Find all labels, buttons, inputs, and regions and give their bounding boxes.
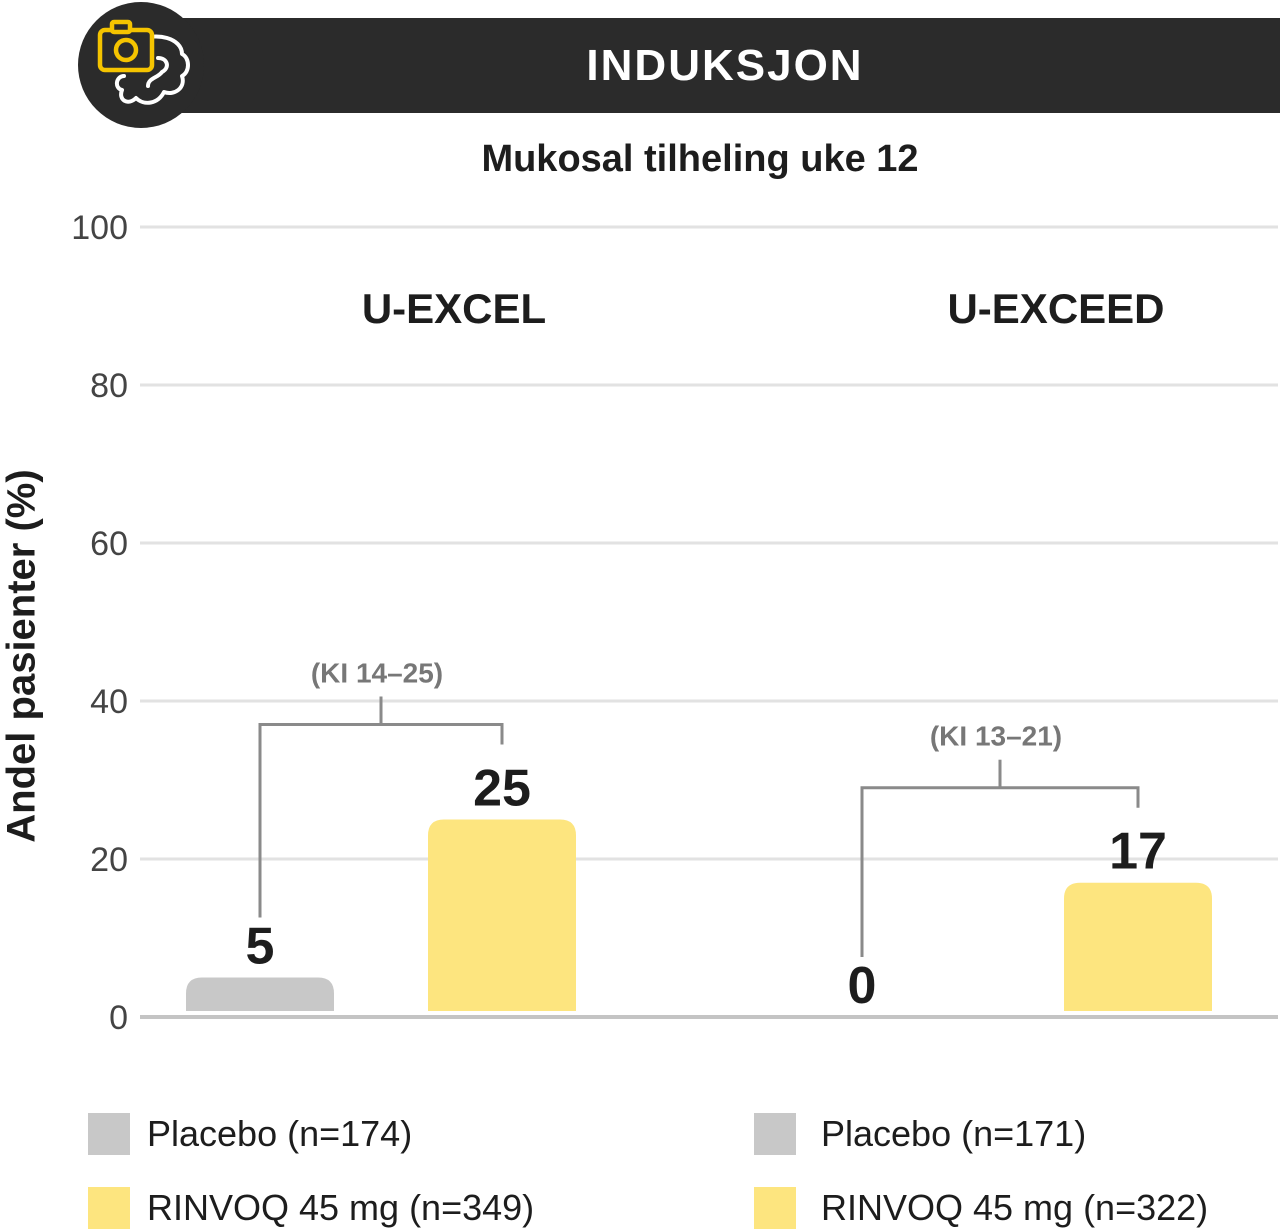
legend-label-rinvoq: RINVOQ 45 mg (n=322) (821, 1187, 1209, 1228)
legend-swatch-rinvoq (88, 1187, 130, 1229)
legend-label-placebo: Placebo (n=171) (821, 1113, 1087, 1154)
bar-rinvoq (1064, 882, 1212, 1011)
ci-label: (KI 14–25) (311, 658, 443, 689)
header-bar (140, 18, 1280, 113)
bar-value-label: 5 (246, 918, 275, 976)
chart-title: Mukosal tilheling uke 12 (481, 138, 919, 180)
legend-label-rinvoq: RINVOQ 45 mg (n=349) (147, 1187, 535, 1228)
group-label: U-EXCEL (362, 285, 546, 332)
bar-value-label: 0 (848, 957, 877, 1015)
y-tick-label: 80 (90, 367, 128, 405)
group-label: U-EXCEED (947, 285, 1164, 332)
legend-label-placebo: Placebo (n=174) (147, 1113, 413, 1154)
bar-value-label: 25 (473, 760, 531, 818)
y-tick-label: 60 (90, 525, 128, 563)
header-title: INDUKSJON (586, 41, 864, 90)
y-tick-label: 100 (71, 209, 128, 247)
legend-swatch-rinvoq (754, 1187, 796, 1229)
y-tick-label: 40 (90, 683, 128, 721)
legend-swatch-placebo (754, 1113, 796, 1155)
y-tick-label: 0 (109, 999, 128, 1037)
ci-label: (KI 13–21) (930, 721, 1062, 752)
y-tick-label: 20 (90, 841, 128, 879)
bar-value-label: 17 (1109, 823, 1167, 881)
camera-intestine-icon (97, 19, 190, 105)
bar-placebo (186, 977, 334, 1011)
legend-swatch-placebo (88, 1113, 130, 1155)
bar-rinvoq (428, 819, 576, 1011)
